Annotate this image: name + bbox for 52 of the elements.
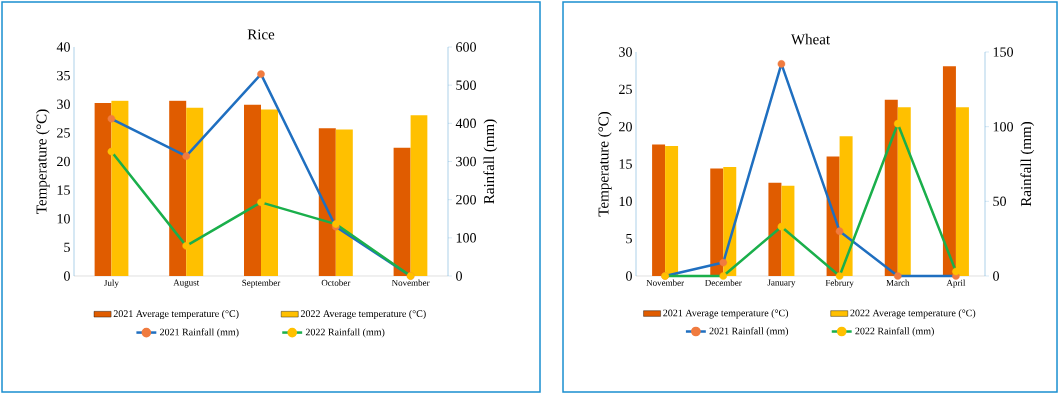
legend-label: 2021 Rainfall (mm) (160, 328, 239, 338)
x-tick-label: September (242, 279, 281, 288)
legend-label: 2022 Rainfall (mm) (305, 328, 385, 338)
x-tick-label: August (173, 279, 200, 288)
y2-tick-label: 50 (993, 196, 1007, 207)
legend-label: 2022 Rainfall (mm) (855, 327, 934, 337)
x-tick-label: January (767, 279, 796, 288)
y2-tick-label: 300 (456, 156, 476, 167)
y2-tick-label: 200 (456, 194, 476, 205)
x-tick-label: October (321, 279, 351, 286)
y-tick-label: 10 (57, 214, 70, 224)
y-tick-label: 35 (57, 70, 70, 81)
y2-tick-label: 100 (456, 233, 476, 243)
y-axis-title: Temperature (°C) (598, 111, 612, 217)
y2-tick-label: 600 (456, 42, 476, 52)
y-tick-label: 25 (57, 128, 70, 138)
x-tick-label: April (946, 279, 966, 288)
x-tick-label: July (104, 279, 119, 288)
y-tick-label: 5 (64, 242, 70, 253)
y-tick-label: 25 (619, 84, 632, 95)
y-tick-label: 40 (56, 42, 70, 52)
y2-tick-label: 150 (993, 47, 1014, 57)
y2-axis-title: Rainfall (mm) (483, 119, 498, 204)
legend-label: 2022 Average temperature (°C) (300, 309, 426, 320)
y-tick-label: 20 (57, 156, 70, 167)
legend-label: 2021 Average temperature (°C) (663, 309, 789, 319)
y-tick-label: 30 (619, 47, 632, 57)
y-tick-label: 30 (57, 99, 70, 109)
legend-label: 2021 Average temperature (°C) (113, 309, 239, 320)
x-tick-label: December (705, 279, 742, 286)
y2-tick-label: 0 (456, 271, 462, 281)
x-tick-label: November (391, 279, 430, 286)
y2-axis-title: Rainfall (mm) (1020, 121, 1035, 207)
x-tick-label: Februry (825, 279, 854, 288)
y-tick-label: 15 (619, 159, 632, 169)
y2-tick-label: 400 (455, 118, 476, 129)
y2-tick-label: 0 (993, 271, 1000, 281)
y-tick-label: 10 (619, 196, 632, 207)
chart-title: Rice (247, 29, 275, 40)
y-axis-title: Temperature (°C) (36, 109, 50, 214)
legend-label: 2022 Average temperature (°C) (850, 309, 976, 319)
y-tick-label: 15 (57, 185, 70, 195)
y-tick-label: 20 (619, 121, 632, 132)
y2-tick-label: 500 (456, 80, 476, 90)
y-tick-label: 5 (626, 234, 632, 244)
y-tick-label: 0 (64, 271, 70, 281)
chart-title: Wheat (790, 33, 830, 45)
y-tick-label: 0 (626, 271, 632, 281)
legend-label: 2021 Rainfall (mm) (709, 327, 789, 337)
x-tick-label: March (886, 279, 910, 286)
x-tick-label: November (646, 279, 685, 286)
y2-tick-label: 100 (993, 121, 1014, 132)
